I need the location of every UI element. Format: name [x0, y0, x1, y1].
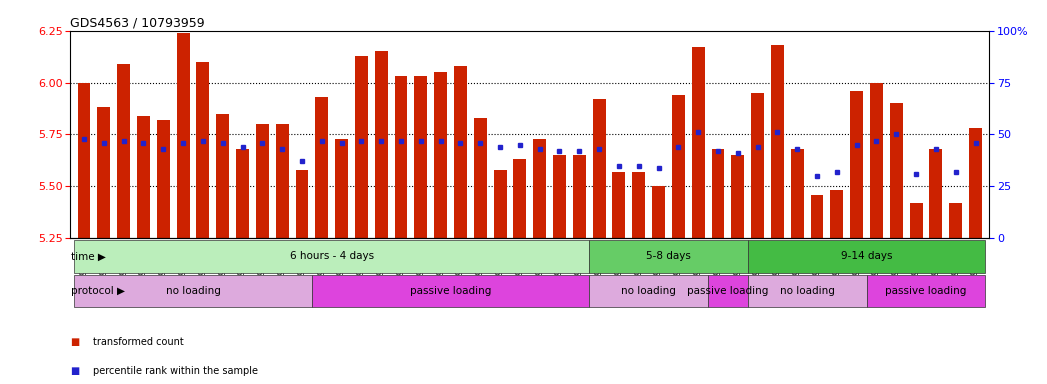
- Bar: [732, 155, 744, 238]
- Bar: [632, 172, 645, 238]
- Bar: [950, 203, 962, 238]
- Bar: [930, 149, 942, 238]
- Text: percentile rank within the sample: percentile rank within the sample: [93, 366, 259, 376]
- Bar: [315, 97, 328, 238]
- Bar: [375, 51, 387, 238]
- Bar: [137, 116, 150, 238]
- Text: ■: ■: [70, 337, 80, 347]
- Bar: [573, 155, 585, 238]
- Bar: [74, 240, 589, 273]
- Bar: [255, 124, 269, 238]
- Text: transformed count: transformed count: [93, 337, 184, 347]
- Text: no loading: no loading: [165, 286, 221, 296]
- Bar: [74, 275, 312, 307]
- Bar: [415, 76, 427, 238]
- Bar: [177, 33, 190, 238]
- Bar: [474, 118, 487, 238]
- Bar: [157, 120, 170, 238]
- Text: protocol ▶: protocol ▶: [70, 286, 125, 296]
- Bar: [850, 91, 863, 238]
- Bar: [395, 76, 407, 238]
- Bar: [708, 275, 748, 307]
- Text: passive loading: passive loading: [687, 286, 768, 296]
- Bar: [810, 195, 824, 238]
- Bar: [771, 45, 784, 238]
- Bar: [553, 155, 566, 238]
- Text: 5-8 days: 5-8 days: [646, 251, 691, 262]
- Bar: [612, 172, 625, 238]
- Bar: [692, 47, 705, 238]
- Bar: [870, 83, 883, 238]
- Text: GDS4563 / 10793959: GDS4563 / 10793959: [70, 17, 205, 30]
- Bar: [295, 170, 309, 238]
- Bar: [672, 95, 685, 238]
- Bar: [77, 83, 90, 238]
- Bar: [970, 128, 982, 238]
- Bar: [748, 240, 985, 273]
- Bar: [910, 203, 922, 238]
- Text: passive loading: passive loading: [886, 286, 966, 296]
- Bar: [867, 275, 985, 307]
- Bar: [355, 56, 367, 238]
- Bar: [117, 64, 130, 238]
- Bar: [589, 275, 708, 307]
- Bar: [890, 103, 903, 238]
- Text: passive loading: passive loading: [409, 286, 491, 296]
- Bar: [335, 139, 348, 238]
- Text: time ▶: time ▶: [70, 251, 106, 262]
- Text: 6 hours - 4 days: 6 hours - 4 days: [290, 251, 374, 262]
- Bar: [533, 139, 547, 238]
- Bar: [513, 159, 527, 238]
- Text: ■: ■: [70, 366, 80, 376]
- Bar: [712, 149, 725, 238]
- Bar: [751, 93, 764, 238]
- Bar: [748, 275, 867, 307]
- Bar: [454, 66, 467, 238]
- Text: no loading: no loading: [621, 286, 676, 296]
- Bar: [790, 149, 804, 238]
- Bar: [217, 114, 229, 238]
- Bar: [312, 275, 589, 307]
- Bar: [830, 190, 843, 238]
- Bar: [593, 99, 605, 238]
- Bar: [97, 108, 110, 238]
- Bar: [435, 72, 447, 238]
- Text: no loading: no loading: [780, 286, 834, 296]
- Bar: [236, 149, 249, 238]
- Bar: [493, 170, 507, 238]
- Bar: [652, 186, 665, 238]
- Bar: [275, 124, 289, 238]
- Bar: [197, 62, 209, 238]
- Text: 9-14 days: 9-14 days: [841, 251, 892, 262]
- Bar: [589, 240, 748, 273]
